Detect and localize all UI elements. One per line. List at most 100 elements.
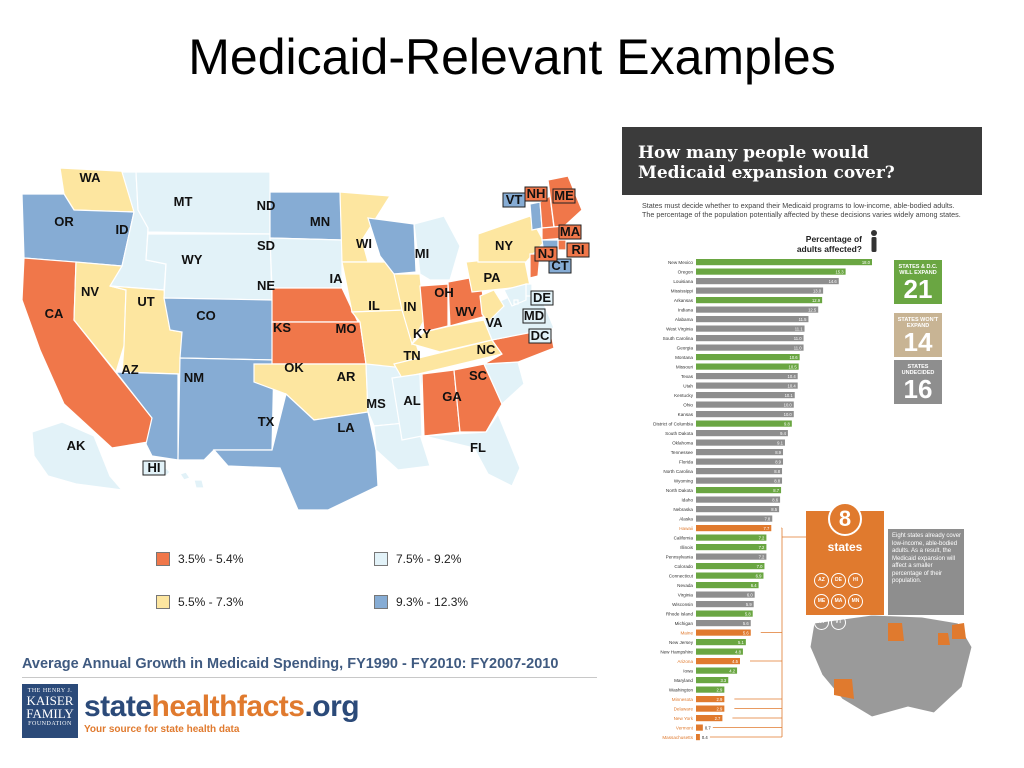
legend-label: 5.5% - 7.3% <box>178 595 244 609</box>
expand-count-box: STATES & D.C. WILL EXPAND 21 <box>894 260 942 304</box>
coverage-bar-chart: New Mexico 18.0 Oregon 15.3 Louisiana 14.6 Mis… <box>653 230 973 741</box>
mini-map-highlight <box>938 633 950 645</box>
bar-value: 11.1 <box>795 327 804 332</box>
bar-label: Florida <box>679 460 693 465</box>
state-label-box <box>548 258 572 274</box>
bar <box>696 439 785 446</box>
bar <box>696 411 794 418</box>
bar <box>696 734 700 741</box>
state-label-box <box>530 290 554 306</box>
undecided-count: 16 <box>903 374 933 404</box>
bar-label: New York <box>674 716 694 721</box>
percentage-heading: Percentage of adults affected? <box>772 234 862 254</box>
bar-value: 3.3 <box>720 678 726 683</box>
state-ne <box>271 287 359 323</box>
logo-line: FOUNDATION <box>28 721 72 727</box>
state-label-ak: AK <box>67 438 86 453</box>
bar-value: 7.0 <box>757 564 763 569</box>
state-label-ks: KS <box>273 320 291 335</box>
state-label-ny: NY <box>495 238 513 253</box>
undecided-box: STATES UNDECIDED 16 <box>894 360 942 404</box>
bar-label: California <box>674 536 694 541</box>
state-label-ri: RI <box>572 242 585 257</box>
state-dc <box>513 299 519 305</box>
bar-label: Indiana <box>678 308 694 313</box>
legend-item-yellow: 5.5% - 7.3% <box>156 595 243 609</box>
bar <box>696 563 765 570</box>
bar-label: Mississippi <box>671 289 693 294</box>
bar <box>696 306 819 313</box>
bar-value: 4.8 <box>735 650 741 655</box>
state-label-ne: NE <box>257 278 275 293</box>
bar <box>696 392 795 399</box>
mini-map-highlight <box>834 679 854 699</box>
mini-map-highlight <box>952 623 966 639</box>
bar <box>696 487 782 494</box>
bar <box>696 335 804 342</box>
state-label-box <box>566 242 590 258</box>
bar-label: Idaho <box>682 498 694 503</box>
bar <box>696 354 800 361</box>
state-ga <box>453 363 503 433</box>
bar <box>696 278 839 285</box>
bar <box>696 610 753 617</box>
bar-label: Wisconsin <box>672 602 693 607</box>
legend-item-orange: 3.5% - 5.4% <box>156 552 243 566</box>
kff-logo: THE HENRY J. KAISER FAMILY FOUNDATION <box>22 684 78 738</box>
us-medicaid-growth-map: WA OR CA ID NV UT AZ MT WY CO NM ND SD NE KS OK TX MN IA MO… <box>21 167 590 510</box>
bar <box>696 705 725 712</box>
person-icon <box>871 230 877 252</box>
eight-states-note: Eight states already cover low-income, a… <box>892 533 962 584</box>
state-ms <box>391 373 423 441</box>
bar <box>696 382 798 389</box>
bar-label: Alabama <box>675 317 694 322</box>
bar <box>696 724 703 731</box>
bar <box>696 325 805 332</box>
bar-value: 5.6 <box>743 631 749 636</box>
slide-title: Medicaid-Relevant Examples <box>188 29 836 85</box>
state-label-mi: MI <box>415 246 429 261</box>
bar-value: 0.7 <box>705 726 711 731</box>
bar-value: 10.4 <box>788 374 797 379</box>
legend-swatch <box>374 595 388 609</box>
state-label-vt: VT <box>506 192 523 207</box>
bar <box>696 496 781 503</box>
bar-value: 8.7 <box>773 488 779 493</box>
bar-value: 9.8 <box>784 422 790 427</box>
bar-label: Oklahoma <box>672 441 693 446</box>
state-wv <box>479 289 505 323</box>
legend-label: 7.5% - 9.2% <box>396 552 462 566</box>
state-label-in: IN <box>404 299 417 314</box>
bar <box>696 506 780 513</box>
state-label-co: CO <box>196 308 216 323</box>
state-fl <box>423 412 521 487</box>
state-label-de: DE <box>533 290 551 305</box>
mini-map-highlight <box>888 623 904 641</box>
state-mn <box>339 191 392 263</box>
bar-value: 4.5 <box>732 659 738 664</box>
site-name-part: state <box>84 690 152 723</box>
state-mt <box>135 171 271 235</box>
state-label-mt: MT <box>174 194 193 209</box>
legend-label: 9.3% - 12.3% <box>396 595 469 609</box>
bar-value: 14.6 <box>829 279 838 284</box>
bar-label: Connecticut <box>669 574 694 579</box>
bar-value: 18.0 <box>862 260 871 265</box>
bar-value: 0.4 <box>702 735 708 740</box>
bar-label: Arkansas <box>674 298 694 303</box>
bar-label: Iowa <box>683 669 693 674</box>
bar <box>696 544 767 551</box>
state-label-oh: OH <box>434 285 454 300</box>
wont-expand-label: STATES WON'T EXPAND <box>897 317 939 329</box>
bar-value: 10.4 <box>788 384 797 389</box>
state-label-box <box>552 188 576 204</box>
bar-label: New Mexico <box>668 260 693 265</box>
state-label-sc: SC <box>469 368 488 383</box>
state-abbr-badge: NY <box>814 615 829 630</box>
bar-label: Colorado <box>674 564 693 569</box>
bar-label: Ohio <box>683 403 693 408</box>
bar-value: 8.9 <box>775 450 781 455</box>
bar-label: North Carolina <box>663 469 693 474</box>
site-name-part: healthfacts <box>151 690 305 723</box>
state-label-il: IL <box>368 298 380 313</box>
